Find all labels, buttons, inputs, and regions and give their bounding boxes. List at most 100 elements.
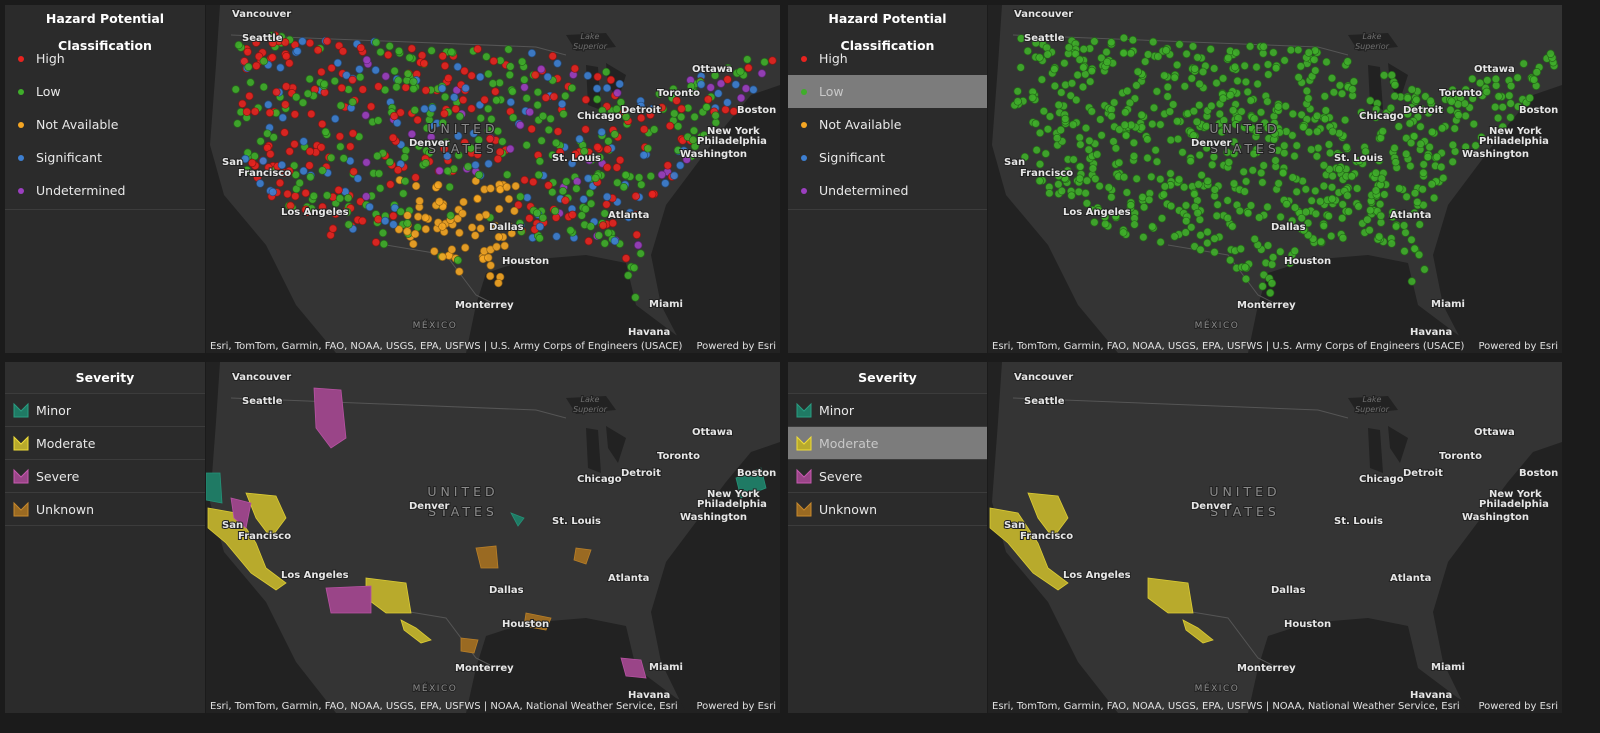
- facility-dot: [1126, 201, 1135, 210]
- facility-dot: [1322, 57, 1331, 67]
- facility-dot: [476, 72, 485, 82]
- facility-dot: [600, 209, 609, 218]
- facility-dot: [1354, 202, 1363, 211]
- facility-dot: [1189, 131, 1198, 140]
- facility-dot: [1107, 112, 1116, 121]
- place-label: Atlanta: [608, 210, 649, 221]
- facility-dot: [365, 202, 374, 212]
- place-label: Seattle: [242, 396, 283, 407]
- water: [988, 362, 1118, 713]
- facility-dot: [407, 44, 416, 53]
- facility-dot: [321, 127, 330, 137]
- facility-dot: [1236, 244, 1245, 254]
- facility-dot: [729, 107, 738, 116]
- facility-dot: [438, 52, 447, 61]
- legend-label: High: [36, 51, 65, 66]
- facility-dot: [1085, 136, 1094, 145]
- facility-dot: [371, 238, 381, 247]
- facility-dot: [1056, 125, 1065, 135]
- facility-dot: [1114, 158, 1124, 167]
- facility-dot: [1130, 220, 1139, 229]
- facility-dot: [281, 38, 290, 47]
- facility-dot: [550, 206, 560, 216]
- facility-dot: [577, 211, 586, 220]
- facility-dot: [1074, 187, 1083, 196]
- facility-dot: [1032, 145, 1041, 155]
- facility-dot: [495, 78, 504, 87]
- facility-dot: [1371, 186, 1381, 195]
- facility-dot: [1327, 183, 1337, 192]
- legend-swatch: [18, 155, 24, 161]
- facility-dot: [697, 80, 706, 89]
- facility-dot: [1319, 221, 1328, 230]
- facility-dot: [290, 110, 300, 119]
- facility-dot: [1375, 200, 1385, 209]
- water: [466, 255, 706, 353]
- facility-dot: [1181, 228, 1190, 237]
- facility-dot: [1035, 53, 1044, 62]
- facility-dot: [615, 156, 625, 165]
- facility-dot: [1418, 185, 1427, 194]
- legend-item: Unknown: [788, 493, 987, 526]
- facility-dot: [1231, 120, 1240, 129]
- facility-dot: [242, 107, 252, 116]
- facility-dot: [1321, 106, 1330, 115]
- facility-dot: [1461, 85, 1470, 94]
- place-label: Ottawa: [1474, 64, 1515, 75]
- facility-dot: [538, 213, 548, 223]
- facility-dot: [1241, 177, 1251, 186]
- facility-dot: [1335, 81, 1345, 90]
- facility-dot: [252, 61, 261, 70]
- facility-dot: [1072, 95, 1081, 105]
- facility-dot: [1082, 176, 1092, 185]
- facility-dot: [1057, 88, 1066, 97]
- facility-dot: [1387, 71, 1396, 80]
- facility-dot: [1475, 78, 1485, 88]
- facility-dot: [1166, 135, 1175, 145]
- facility-dot: [1461, 111, 1470, 121]
- facility-dot: [568, 210, 577, 219]
- facility-dot: [1366, 96, 1375, 105]
- facility-dot: [1203, 227, 1212, 237]
- facility-dot: [1439, 173, 1448, 183]
- facility-dot: [1095, 181, 1104, 191]
- facility-dot: [657, 103, 667, 112]
- facility-dot: [413, 212, 423, 221]
- facility-dot: [1161, 46, 1171, 55]
- facility-dot: [515, 219, 525, 228]
- facility-dot: [1319, 161, 1329, 170]
- facility-dot: [1209, 152, 1219, 162]
- facility-dot: [1280, 148, 1289, 158]
- facility-dot: [246, 78, 255, 87]
- facility-dot: [517, 227, 526, 236]
- facility-dot: [438, 252, 447, 261]
- place-label: Atlanta: [608, 573, 649, 584]
- facility-dot: [1139, 203, 1149, 212]
- facility-dot: [467, 223, 477, 232]
- facility-dot: [1239, 167, 1248, 176]
- place-label: Los Angeles: [1063, 207, 1131, 218]
- facility-dot: [348, 75, 357, 85]
- facility-dot: [1494, 92, 1503, 101]
- facility-dot: [474, 170, 484, 180]
- facility-dot: [632, 230, 641, 239]
- place-label: Havana: [1410, 327, 1452, 338]
- facility-dot: [453, 256, 463, 265]
- facility-dot: [484, 253, 493, 262]
- place-label: Miami: [1431, 299, 1465, 310]
- facility-dot: [1104, 183, 1113, 192]
- facility-dot: [639, 125, 649, 134]
- facility-dot: [610, 236, 619, 246]
- facility-dot: [1301, 207, 1311, 217]
- facility-dot: [624, 271, 633, 280]
- facility-dot: [1311, 209, 1321, 218]
- facility-dot: [1163, 82, 1172, 92]
- facility-dot: [1285, 258, 1295, 268]
- place-label: Dallas: [1271, 585, 1306, 596]
- facility-dot: [1145, 195, 1154, 204]
- attribution: Esri, TomTom, Garmin, FAO, NOAA, USGS, E…: [210, 341, 683, 352]
- facility-dot: [553, 127, 563, 136]
- facility-dot: [1390, 92, 1399, 101]
